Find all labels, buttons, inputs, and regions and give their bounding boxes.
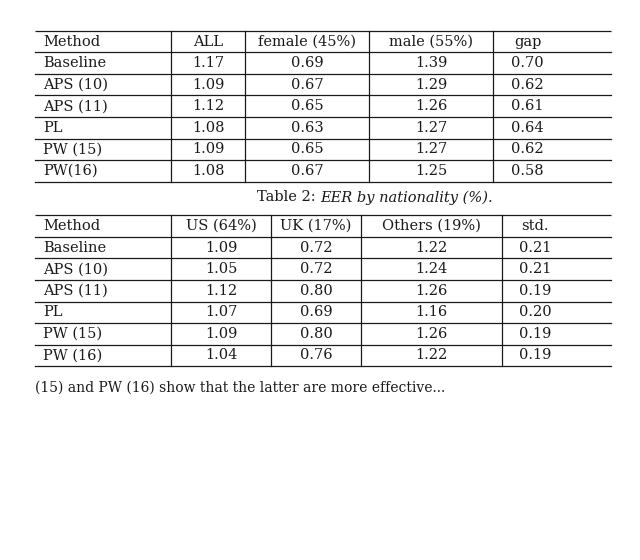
Text: 0.61: 0.61 <box>511 99 544 113</box>
Text: ALL: ALL <box>193 35 223 49</box>
Text: Method: Method <box>43 219 100 233</box>
Text: 0.21: 0.21 <box>518 241 551 255</box>
Text: 0.19: 0.19 <box>518 327 551 341</box>
Text: 1.27: 1.27 <box>415 121 447 135</box>
Text: 0.76: 0.76 <box>300 348 332 362</box>
Text: (15) and PW (16) show that the latter are more effective...: (15) and PW (16) show that the latter ar… <box>35 380 445 394</box>
Text: 1.05: 1.05 <box>205 262 237 276</box>
Text: 1.08: 1.08 <box>192 121 224 135</box>
Text: 0.72: 0.72 <box>300 262 332 276</box>
Text: 0.80: 0.80 <box>300 327 332 341</box>
Text: 1.26: 1.26 <box>415 327 447 341</box>
Text: 0.65: 0.65 <box>291 99 324 113</box>
Text: PL: PL <box>43 121 62 135</box>
Text: UK (17%): UK (17%) <box>280 219 352 233</box>
Text: Method: Method <box>43 35 100 49</box>
Text: male (55%): male (55%) <box>389 35 473 49</box>
Text: 1.26: 1.26 <box>415 284 447 298</box>
Text: 1.24: 1.24 <box>415 262 447 276</box>
Text: 0.19: 0.19 <box>518 284 551 298</box>
Text: 0.80: 0.80 <box>300 284 332 298</box>
Text: std.: std. <box>521 219 548 233</box>
Text: 1.26: 1.26 <box>415 99 447 113</box>
Text: 0.67: 0.67 <box>291 164 324 178</box>
Text: gap: gap <box>514 35 541 49</box>
Text: APS (11): APS (11) <box>43 284 108 298</box>
Text: US (64%): US (64%) <box>186 219 257 233</box>
Text: 1.09: 1.09 <box>192 78 224 92</box>
Text: APS (10): APS (10) <box>43 262 108 276</box>
Text: 0.65: 0.65 <box>291 142 324 156</box>
Text: 1.08: 1.08 <box>192 164 224 178</box>
Text: 0.58: 0.58 <box>511 164 544 178</box>
Text: 1.07: 1.07 <box>205 305 237 319</box>
Text: 0.72: 0.72 <box>300 241 332 255</box>
Text: 0.19: 0.19 <box>518 348 551 362</box>
Text: 0.70: 0.70 <box>511 56 544 70</box>
Text: 1.09: 1.09 <box>205 327 237 341</box>
Text: 0.63: 0.63 <box>291 121 324 135</box>
Text: 1.04: 1.04 <box>205 348 237 362</box>
Text: 0.20: 0.20 <box>518 305 551 319</box>
Text: PW (15): PW (15) <box>43 142 102 156</box>
Text: Table 2:: Table 2: <box>257 190 320 204</box>
Text: 1.39: 1.39 <box>415 56 447 70</box>
Text: 0.62: 0.62 <box>511 142 544 156</box>
Text: 1.09: 1.09 <box>192 142 224 156</box>
Text: 1.25: 1.25 <box>415 164 447 178</box>
Text: 0.69: 0.69 <box>300 305 332 319</box>
Text: 1.16: 1.16 <box>415 305 447 319</box>
Text: APS (11): APS (11) <box>43 99 108 113</box>
Text: 0.67: 0.67 <box>291 78 324 92</box>
Text: PW (15): PW (15) <box>43 327 102 341</box>
Text: 1.29: 1.29 <box>415 78 447 92</box>
Text: Baseline: Baseline <box>43 56 106 70</box>
Text: 0.64: 0.64 <box>511 121 544 135</box>
Text: Baseline: Baseline <box>43 241 106 255</box>
Text: 0.62: 0.62 <box>511 78 544 92</box>
Text: APS (10): APS (10) <box>43 78 108 92</box>
Text: 1.22: 1.22 <box>415 241 447 255</box>
Text: 1.17: 1.17 <box>192 56 224 70</box>
Text: PW (16): PW (16) <box>43 348 102 362</box>
Text: PW(16): PW(16) <box>43 164 97 178</box>
Text: 1.22: 1.22 <box>415 348 447 362</box>
Text: EER by nationality (%).: EER by nationality (%). <box>320 190 493 204</box>
Text: 1.27: 1.27 <box>415 142 447 156</box>
Text: 1.12: 1.12 <box>205 284 237 298</box>
Text: 0.69: 0.69 <box>291 56 324 70</box>
Text: Others (19%): Others (19%) <box>382 219 481 233</box>
Text: 0.21: 0.21 <box>518 262 551 276</box>
Text: 1.09: 1.09 <box>205 241 237 255</box>
Text: PL: PL <box>43 305 62 319</box>
Text: 1.12: 1.12 <box>192 99 224 113</box>
Text: female (45%): female (45%) <box>259 35 356 49</box>
